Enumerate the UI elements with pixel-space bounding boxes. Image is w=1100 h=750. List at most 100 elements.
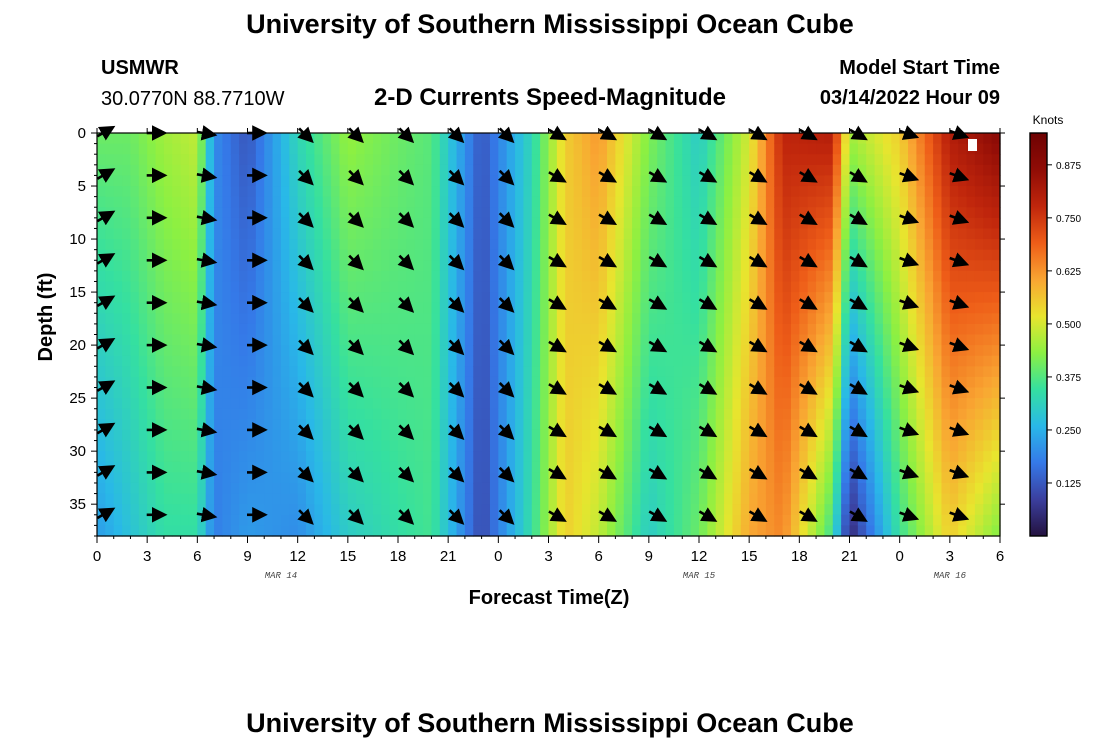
heat-cell [138, 313, 148, 325]
heat-cell [724, 228, 734, 240]
heat-cell [866, 408, 876, 420]
heat-cell [816, 207, 826, 219]
heat-cell [188, 228, 198, 240]
heat-cell [607, 292, 616, 304]
heat-cell [590, 345, 600, 357]
heat-cell [941, 387, 951, 399]
heat-cell [489, 514, 499, 526]
heat-cell [448, 270, 458, 283]
heat-cell [841, 133, 851, 145]
heat-cell [138, 228, 148, 240]
heat-cell [347, 451, 357, 463]
heat-cell [423, 239, 433, 251]
heat-cell [356, 239, 366, 251]
heat-cell [347, 323, 357, 336]
heat-cell [531, 504, 541, 516]
heat-cell [673, 398, 683, 410]
heat-cell [607, 440, 616, 452]
heat-cell [623, 207, 633, 219]
heat-cell [648, 154, 658, 166]
heat-cell [481, 164, 491, 177]
heat-cell [690, 482, 700, 495]
heat-cell [489, 143, 499, 155]
heat-cell [489, 313, 499, 325]
heat-cell [715, 228, 725, 240]
current-vector [96, 210, 116, 226]
heat-cell [632, 376, 642, 389]
heat-cell [882, 154, 892, 166]
heat-cell [523, 143, 533, 155]
heat-cell [732, 334, 742, 346]
heat-cell [398, 313, 407, 325]
heat-cell [138, 164, 148, 177]
heat-cell [272, 408, 282, 420]
current-vector [497, 253, 515, 271]
heat-cell [172, 270, 182, 283]
heat-cell [715, 217, 725, 230]
heat-cell [406, 186, 416, 198]
heat-cell [782, 419, 792, 431]
heat-cell [598, 493, 608, 505]
heat-cell [556, 461, 566, 473]
heat-cell [130, 504, 140, 516]
heat-cell [464, 366, 474, 378]
heat-cell [757, 143, 767, 155]
heat-cell [657, 398, 667, 410]
heat-cell [489, 196, 499, 208]
heat-cell [974, 292, 984, 304]
heat-cell [933, 186, 943, 198]
heat-cell [163, 482, 173, 495]
heat-cell [239, 175, 249, 187]
heat-cell [540, 239, 550, 251]
heat-cell [983, 164, 993, 177]
heat-cell [188, 345, 198, 357]
heat-cell [958, 292, 968, 304]
heat-cell [807, 207, 817, 219]
heat-cell [489, 504, 499, 516]
heat-cell [356, 366, 366, 378]
heat-cell [807, 525, 817, 537]
heat-cell [690, 292, 700, 304]
heat-cell [155, 398, 165, 410]
heat-cell [188, 451, 198, 463]
heat-cell [615, 408, 625, 420]
current-vector [548, 422, 567, 438]
heat-cell [515, 175, 525, 187]
current-vector [648, 168, 668, 183]
heat-cell [314, 355, 324, 367]
heat-cell [122, 270, 132, 283]
y-tick-label: 20 [69, 337, 86, 354]
heat-cell [389, 355, 399, 367]
heat-cell [331, 323, 341, 336]
heat-cell [180, 429, 190, 442]
heat-cell [423, 281, 433, 293]
heat-cell [974, 482, 984, 495]
heat-cell [264, 440, 274, 452]
heat-cell [924, 302, 934, 314]
heat-cell [398, 525, 407, 537]
current-vector [447, 211, 465, 228]
heat-cell [498, 482, 508, 495]
heat-cell [615, 461, 625, 473]
heat-cell [849, 143, 859, 155]
heat-cell [456, 398, 466, 410]
heat-cell [197, 472, 207, 484]
heat-cell [615, 186, 625, 198]
heat-cell [740, 376, 750, 389]
heat-cell [439, 504, 449, 516]
heat-cell [506, 292, 516, 304]
heat-cell [899, 270, 909, 283]
heat-cell [448, 355, 458, 367]
heat-cell [849, 186, 859, 198]
heat-cell [732, 207, 742, 219]
heat-cell [122, 228, 132, 240]
heat-cell [506, 143, 516, 155]
current-vector [949, 464, 970, 480]
heat-cell [565, 398, 575, 410]
heat-cell [489, 217, 499, 230]
heat-cell [381, 514, 391, 526]
heat-cell [916, 313, 926, 325]
heat-cell [531, 493, 541, 505]
heat-cell [573, 207, 583, 219]
heat-cell [439, 249, 449, 261]
